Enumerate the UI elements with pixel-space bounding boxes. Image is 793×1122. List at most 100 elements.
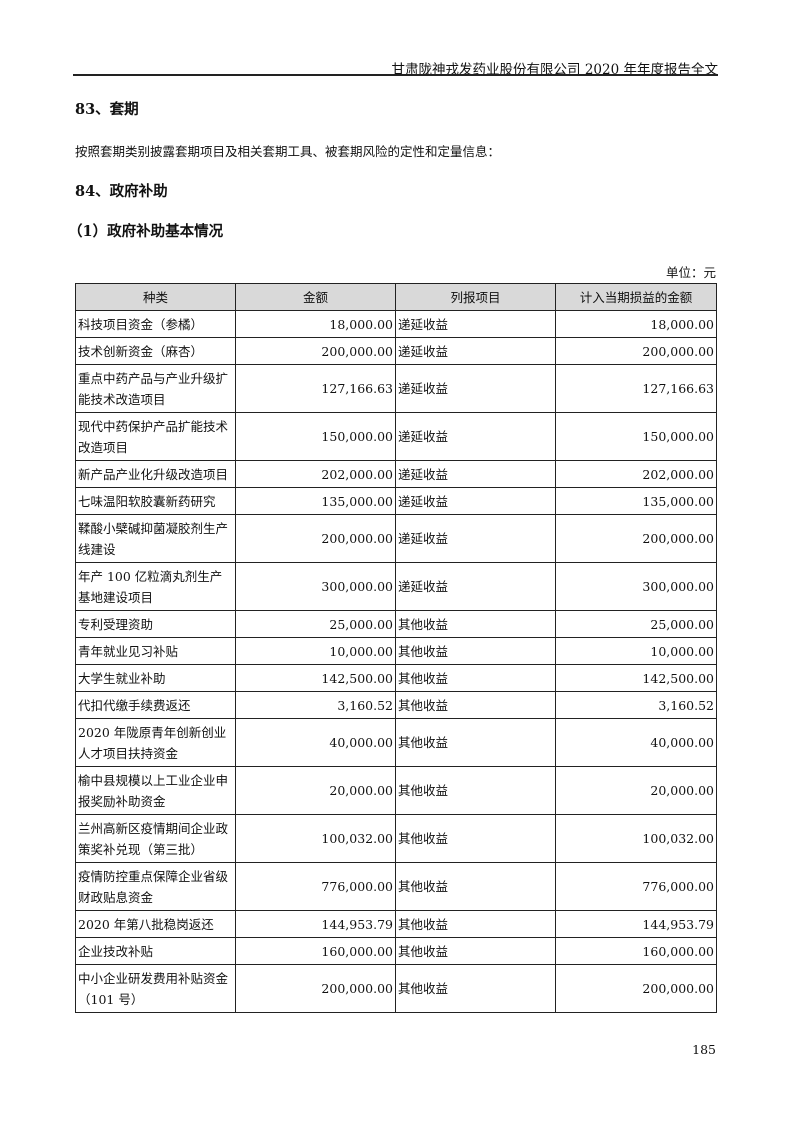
cell-amount: 100,032.00 — [235, 814, 396, 863]
table-row: 重点中药产品与产业升级扩能技术改造项目 127,166.63 递延收益 127,166… — [75, 364, 717, 413]
header-pl-amount: 计入当期损益的金额 — [555, 283, 717, 311]
cell-pl-amount: 142,500.00 — [555, 664, 717, 692]
cell-pl-amount: 10,000.00 — [555, 637, 717, 665]
cell-category: 新产品产业化升级改造项目 — [75, 460, 236, 488]
cell-pl-amount: 20,000.00 — [555, 766, 717, 815]
cell-amount: 127,166.63 — [235, 364, 396, 413]
cell-report-item: 递延收益 — [395, 364, 556, 413]
cell-category: 青年就业见习补贴 — [75, 637, 236, 665]
cell-pl-amount: 144,953.79 — [555, 910, 717, 938]
cell-report-item: 递延收益 — [395, 460, 556, 488]
cell-report-item: 其他收益 — [395, 718, 556, 767]
cell-category: 2020 年第八批稳岗返还 — [75, 910, 236, 938]
page-number: 185 — [692, 1042, 716, 1057]
table-row: 青年就业见习补贴 10,000.00 其他收益 10,000.00 — [75, 637, 717, 665]
cell-amount: 150,000.00 — [235, 412, 396, 461]
cell-report-item: 其他收益 — [395, 964, 556, 1013]
cell-amount: 3,160.52 — [235, 691, 396, 719]
cell-amount: 202,000.00 — [235, 460, 396, 488]
cell-amount: 776,000.00 — [235, 862, 396, 911]
table-row: 2020 年陇原青年创新创业人才项目扶持资金 40,000.00 其他收益 40,00… — [75, 718, 717, 767]
cell-category: 专利受理资助 — [75, 610, 236, 638]
cell-amount: 40,000.00 — [235, 718, 396, 767]
cell-pl-amount: 40,000.00 — [555, 718, 717, 767]
cell-pl-amount: 127,166.63 — [555, 364, 717, 413]
cell-category: 科技项目资金（参橘） — [75, 310, 236, 338]
cell-pl-amount: 776,000.00 — [555, 862, 717, 911]
cell-pl-amount: 135,000.00 — [555, 487, 717, 515]
cell-pl-amount: 100,032.00 — [555, 814, 717, 863]
cell-amount: 200,000.00 — [235, 964, 396, 1013]
cell-pl-amount: 200,000.00 — [555, 964, 717, 1013]
cell-amount: 10,000.00 — [235, 637, 396, 665]
cell-amount: 25,000.00 — [235, 610, 396, 638]
cell-amount: 142,500.00 — [235, 664, 396, 692]
cell-amount: 160,000.00 — [235, 937, 396, 965]
cell-category: 鞣酸小檗碱抑菌凝胶剂生产线建设 — [75, 514, 236, 563]
cell-category: 疫情防控重点保障企业省级财政贴息资金 — [75, 862, 236, 911]
cell-report-item: 其他收益 — [395, 610, 556, 638]
cell-pl-amount: 150,000.00 — [555, 412, 717, 461]
cell-report-item: 其他收益 — [395, 637, 556, 665]
cell-category: 代扣代缴手续费返还 — [75, 691, 236, 719]
table-header-row: 种类 金额 列报项目 计入当期损益的金额 — [75, 283, 717, 311]
cell-report-item: 其他收益 — [395, 862, 556, 911]
cell-pl-amount: 25,000.00 — [555, 610, 717, 638]
unit-label: 单位：元 — [665, 265, 716, 280]
table-row: 专利受理资助 25,000.00 其他收益 25,000.00 — [75, 610, 717, 638]
section-83-text: 按照套期类别披露套期项目及相关套期工具、被套期风险的定性和定量信息： — [75, 144, 501, 159]
government-subsidy-table: 种类 金额 列报项目 计入当期损益的金额 科技项目资金（参橘） 18,000.00… — [75, 283, 717, 1013]
section-84-title: 84、政府补助 — [75, 183, 168, 200]
cell-pl-amount: 300,000.00 — [555, 562, 717, 611]
cell-amount: 135,000.00 — [235, 487, 396, 515]
cell-amount: 20,000.00 — [235, 766, 396, 815]
cell-amount: 18,000.00 — [235, 310, 396, 338]
table-row: 大学生就业补助 142,500.00 其他收益 142,500.00 — [75, 664, 717, 692]
table-row: 代扣代缴手续费返还 3,160.52 其他收益 3,160.52 — [75, 691, 717, 719]
header-rule — [73, 74, 718, 76]
cell-report-item: 其他收益 — [395, 910, 556, 938]
cell-pl-amount: 200,000.00 — [555, 337, 717, 365]
section-83-title: 83、套期 — [75, 101, 139, 118]
cell-category: 七味温阳软胶囊新药研究 — [75, 487, 236, 515]
cell-report-item: 递延收益 — [395, 310, 556, 338]
header-amount: 金额 — [235, 283, 396, 311]
cell-report-item: 其他收益 — [395, 766, 556, 815]
table-row: 技术创新资金（麻杏） 200,000.00 递延收益 200,000.00 — [75, 337, 717, 365]
table-row: 2020 年第八批稳岗返还 144,953.79 其他收益 144,953.79 — [75, 910, 717, 938]
cell-amount: 144,953.79 — [235, 910, 396, 938]
cell-category: 2020 年陇原青年创新创业人才项目扶持资金 — [75, 718, 236, 767]
cell-report-item: 递延收益 — [395, 562, 556, 611]
cell-pl-amount: 200,000.00 — [555, 514, 717, 563]
cell-amount: 200,000.00 — [235, 337, 396, 365]
cell-pl-amount: 160,000.00 — [555, 937, 717, 965]
cell-category: 年产 100 亿粒滴丸剂生产基地建设项目 — [75, 562, 236, 611]
cell-category: 企业技改补贴 — [75, 937, 236, 965]
cell-report-item: 其他收益 — [395, 814, 556, 863]
table-row: 科技项目资金（参橘） 18,000.00 递延收益 18,000.00 — [75, 310, 717, 338]
cell-amount: 300,000.00 — [235, 562, 396, 611]
cell-report-item: 递延收益 — [395, 514, 556, 563]
cell-category: 重点中药产品与产业升级扩能技术改造项目 — [75, 364, 236, 413]
cell-report-item: 递延收益 — [395, 487, 556, 515]
table-row: 疫情防控重点保障企业省级财政贴息资金 776,000.00 其他收益 776,000.… — [75, 862, 717, 911]
header-category: 种类 — [75, 283, 236, 311]
table-row: 七味温阳软胶囊新药研究 135,000.00 递延收益 135,000.00 — [75, 487, 717, 515]
table-row: 榆中县规模以上工业企业申报奖励补助资金 20,000.00 其他收益 20,000.0… — [75, 766, 717, 815]
cell-category: 现代中药保护产品扩能技术改造项目 — [75, 412, 236, 461]
cell-category: 榆中县规模以上工业企业申报奖励补助资金 — [75, 766, 236, 815]
section-84-subtitle: （1）政府补助基本情况 — [68, 223, 224, 240]
cell-category: 技术创新资金（麻杏） — [75, 337, 236, 365]
cell-category: 大学生就业补助 — [75, 664, 236, 692]
cell-report-item: 其他收益 — [395, 937, 556, 965]
cell-pl-amount: 202,000.00 — [555, 460, 717, 488]
cell-report-item: 其他收益 — [395, 664, 556, 692]
cell-category: 中小企业研发费用补贴资金（101 号） — [75, 964, 236, 1013]
cell-report-item: 递延收益 — [395, 412, 556, 461]
table-row: 年产 100 亿粒滴丸剂生产基地建设项目 300,000.00 递延收益 300,00… — [75, 562, 717, 611]
table-row: 兰州高新区疫情期间企业政策奖补兑现（第三批） 100,032.00 其他收益 100,… — [75, 814, 717, 863]
cell-pl-amount: 18,000.00 — [555, 310, 717, 338]
cell-report-item: 递延收益 — [395, 337, 556, 365]
table-row: 中小企业研发费用补贴资金（101 号） 200,000.00 其他收益 200,000… — [75, 964, 717, 1013]
cell-pl-amount: 3,160.52 — [555, 691, 717, 719]
